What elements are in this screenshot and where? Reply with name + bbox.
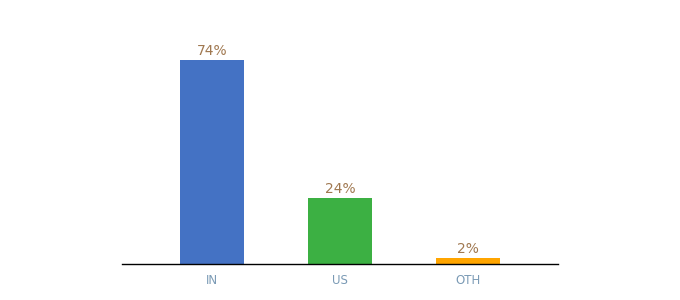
Text: 24%: 24% <box>324 182 356 196</box>
Text: 74%: 74% <box>197 44 227 58</box>
Bar <box>436 259 500 264</box>
Text: 2%: 2% <box>457 242 479 256</box>
Bar <box>180 60 244 264</box>
Bar <box>308 198 372 264</box>
